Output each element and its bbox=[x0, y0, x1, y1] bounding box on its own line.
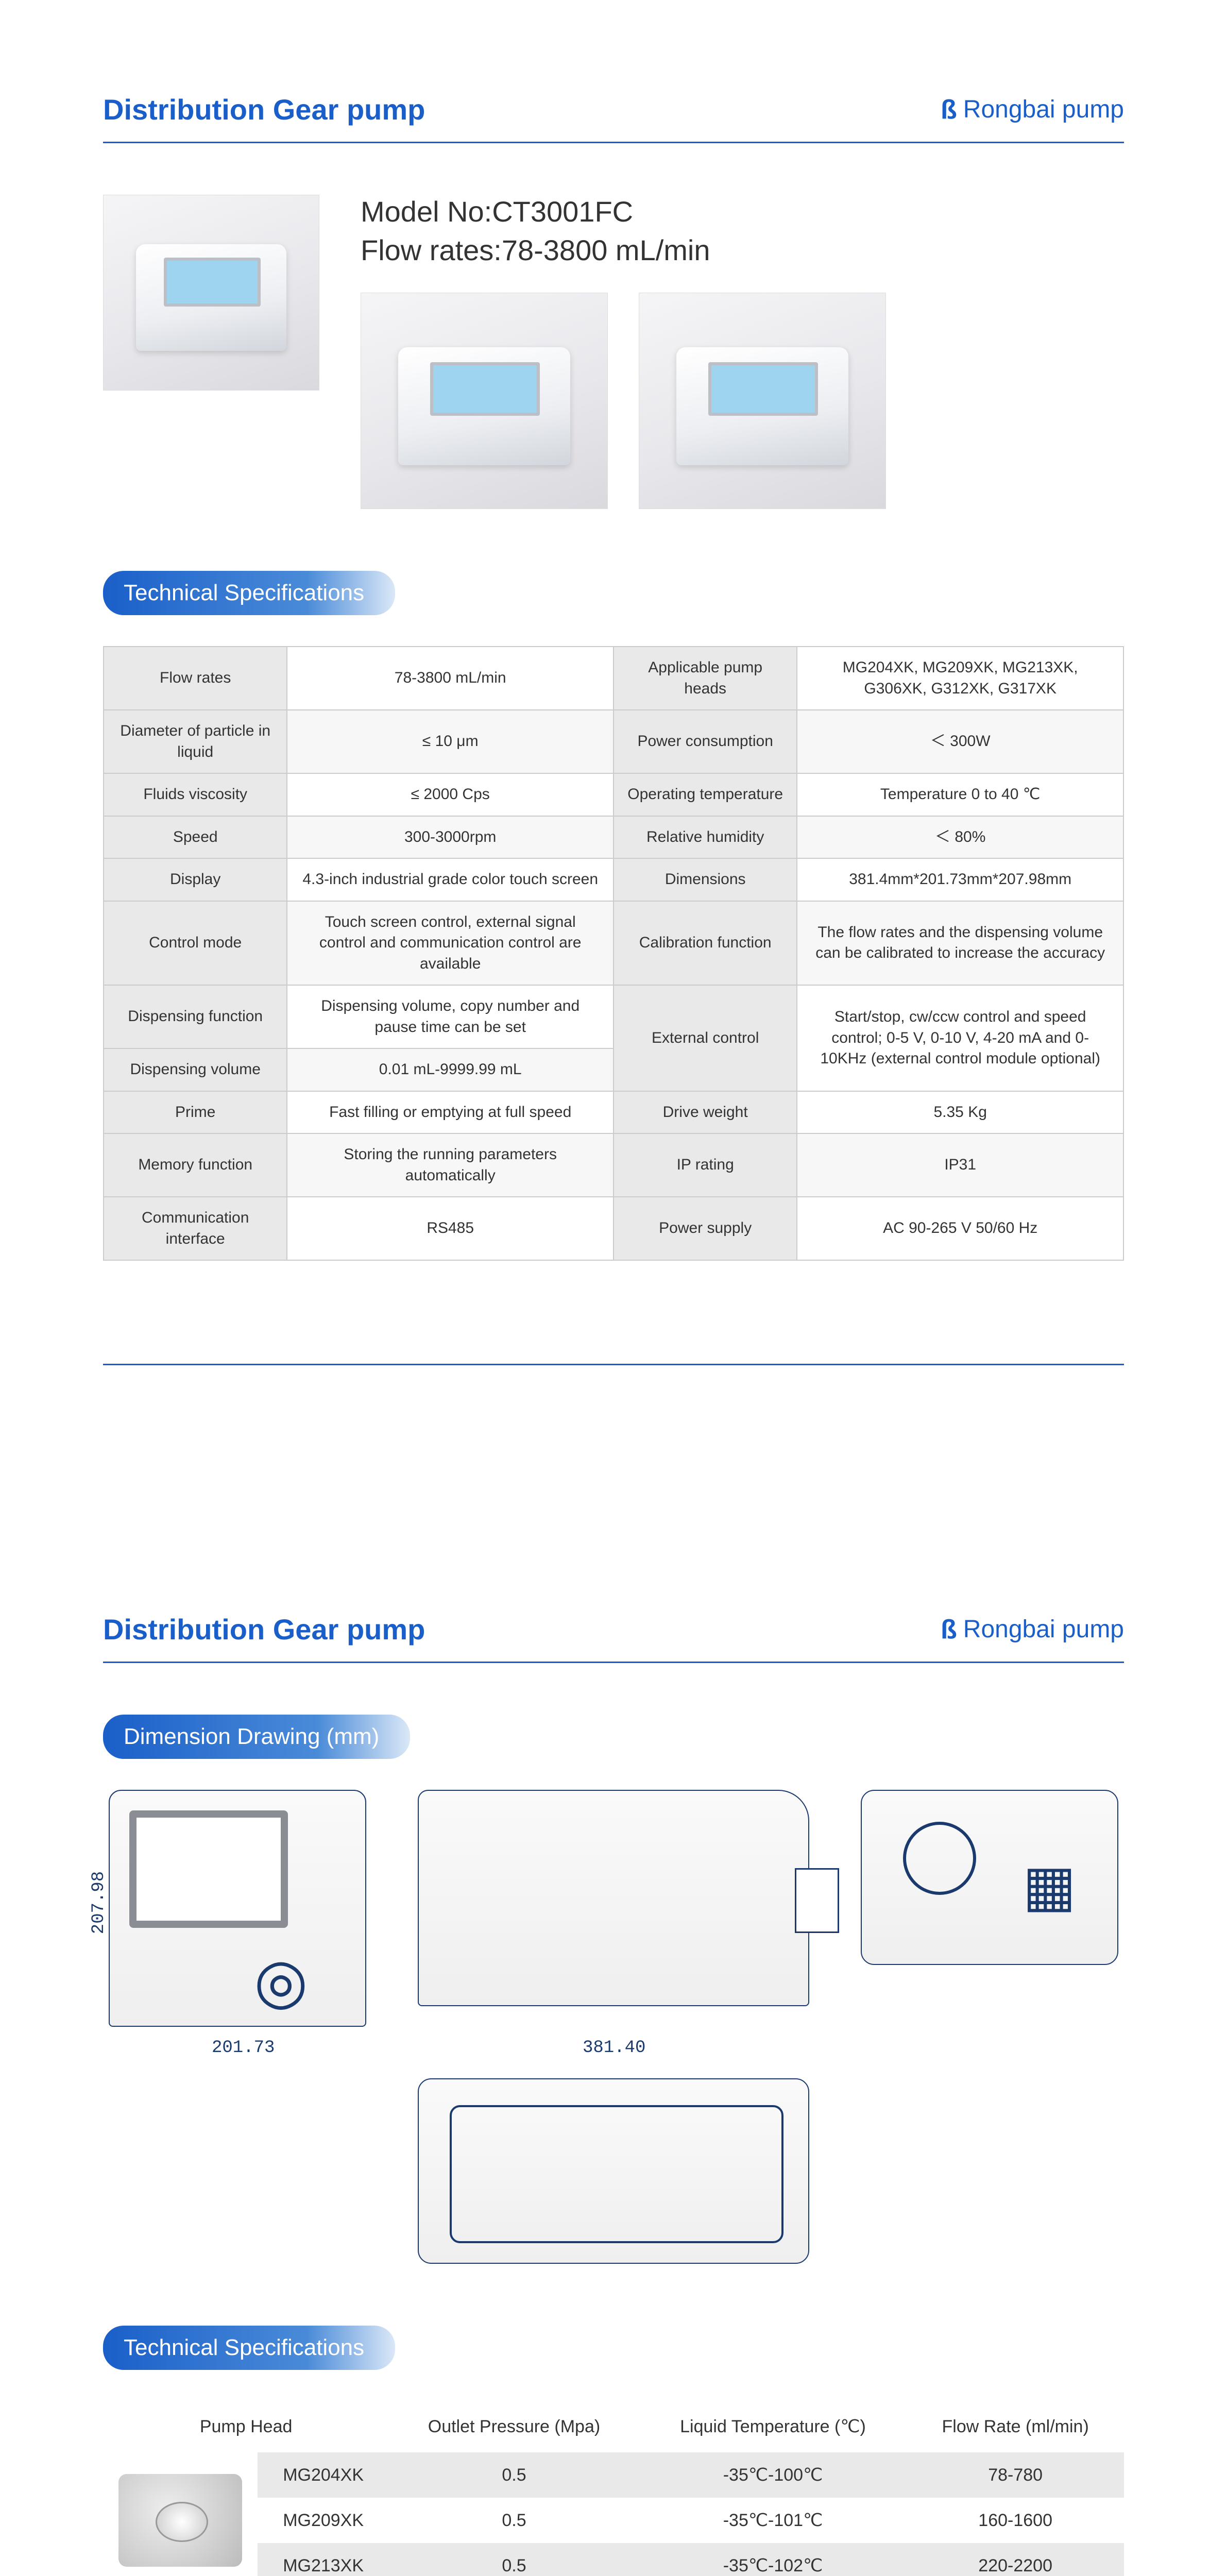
spec-value: 78-3800 mL/min bbox=[287, 647, 614, 710]
spec-label: Control mode bbox=[104, 901, 287, 986]
spec-value: The flow rates and the dispensing volume… bbox=[797, 901, 1123, 986]
page-header: Distribution Gear pump ß Rongbai pump bbox=[103, 93, 1124, 126]
spec-label: Calibration function bbox=[614, 901, 797, 986]
divider-2 bbox=[103, 1662, 1124, 1663]
spec-label: IP rating bbox=[614, 1133, 797, 1197]
spec-value: 300-3000rpm bbox=[287, 816, 614, 859]
spec-label: Display bbox=[104, 858, 287, 901]
dim-width: 201.73 bbox=[212, 2038, 275, 2058]
page-1: Distribution Gear pump ß Rongbai pump Mo… bbox=[0, 0, 1227, 1520]
dim-front-view bbox=[109, 1790, 366, 2027]
spec-label: Flow rates bbox=[104, 647, 287, 710]
pump-table-cell: MG204XK bbox=[258, 2452, 389, 2498]
spec-label: Operating temperature bbox=[614, 773, 797, 816]
brand-2: ß Rongbai pump bbox=[941, 1614, 1124, 1645]
spec-label: Diameter of particle in liquid bbox=[104, 710, 287, 773]
spec-value: IP31 bbox=[797, 1133, 1123, 1197]
pump-table-cell: MG209XK bbox=[258, 2498, 389, 2543]
pump-table-cell: 220-2200 bbox=[907, 2543, 1124, 2576]
spec-value: 381.4mm*201.73mm*207.98mm bbox=[797, 858, 1123, 901]
spec-value: Storing the running parameters automatic… bbox=[287, 1133, 614, 1197]
spec-value: ≤ 2000 Cps bbox=[287, 773, 614, 816]
dim-side-wrap: 381.40 bbox=[418, 1790, 809, 2027]
page-title: Distribution Gear pump bbox=[103, 93, 425, 126]
pump-table-cell: -35℃-100℃ bbox=[639, 2452, 907, 2498]
brand: ß Rongbai pump bbox=[941, 94, 1124, 125]
model-number: Model No:CT3001FC bbox=[361, 195, 1124, 228]
dim-top2-wrap bbox=[418, 2078, 809, 2264]
product-row: Model No:CT3001FC Flow rates:78-3800 mL/… bbox=[103, 195, 1124, 509]
spec-value: Start/stop, cw/ccw control and speed con… bbox=[797, 985, 1123, 1091]
pump-table-cell: 0.5 bbox=[389, 2452, 639, 2498]
spec-value: RS485 bbox=[287, 1197, 614, 1260]
pump-head-image bbox=[103, 2452, 258, 2576]
pump-table-cell: -35℃-101℃ bbox=[639, 2498, 907, 2543]
dimension-drawings: 207.98 201.73 381.40 bbox=[103, 1790, 1124, 2264]
spec-value: 0.01 mL-9999.99 mL bbox=[287, 1048, 614, 1091]
spec-label: Prime bbox=[104, 1091, 287, 1134]
flow-rates-label: Flow rates:78-3800 mL/min bbox=[361, 233, 1124, 267]
pump-table-header: Outlet Pressure (Mpa) bbox=[389, 2401, 639, 2452]
pump-table-header: Liquid Temperature (℃) bbox=[639, 2401, 907, 2452]
spec-value: ＜ 300W bbox=[797, 710, 1123, 773]
page-2: Distribution Gear pump ß Rongbai pump Di… bbox=[0, 1520, 1227, 2576]
dim-height: 207.98 bbox=[89, 1871, 109, 1934]
spec-label: Communication interface bbox=[104, 1197, 287, 1260]
brand-name-2: Rongbai pump bbox=[963, 1615, 1124, 1643]
page-header-2: Distribution Gear pump ß Rongbai pump bbox=[103, 1613, 1124, 1646]
pump-table-cell: 0.5 bbox=[389, 2498, 639, 2543]
spec-label: External control bbox=[614, 985, 797, 1091]
spec-value: Dispensing volume, copy number and pause… bbox=[287, 985, 614, 1048]
spec-label: Applicable pump heads bbox=[614, 647, 797, 710]
product-image-main bbox=[103, 195, 319, 391]
spec-value: MG204XK, MG209XK, MG213XK, G306XK, G312X… bbox=[797, 647, 1123, 710]
spec-label: Fluids viscosity bbox=[104, 773, 287, 816]
pump-head-table: Pump HeadOutlet Pressure (Mpa)Liquid Tem… bbox=[103, 2401, 1124, 2576]
pump-table-cell: 160-1600 bbox=[907, 2498, 1124, 2543]
divider bbox=[103, 142, 1124, 143]
section-title-specs-2: Technical Specifications bbox=[103, 2326, 395, 2370]
spec-label: Drive weight bbox=[614, 1091, 797, 1134]
dim-top1-wrap bbox=[861, 1790, 1118, 2027]
spec-label: Speed bbox=[104, 816, 287, 859]
page-title-2: Distribution Gear pump bbox=[103, 1613, 425, 1646]
dim-side-view bbox=[418, 1790, 809, 2006]
dim-front-wrap: 207.98 201.73 bbox=[109, 1790, 366, 2027]
brand-name: Rongbai pump bbox=[963, 95, 1124, 124]
dim-top-view-1 bbox=[861, 1790, 1118, 1965]
spec-label: Memory function bbox=[104, 1133, 287, 1197]
spec-label: Dispensing volume bbox=[104, 1048, 287, 1091]
spec-value: ≤ 10 μm bbox=[287, 710, 614, 773]
pump-table-header: Flow Rate (ml/min) bbox=[907, 2401, 1124, 2452]
dim-length: 381.40 bbox=[583, 2038, 645, 2058]
spec-label: Dispensing function bbox=[104, 985, 287, 1048]
spec-value: Fast filling or emptying at full speed bbox=[287, 1091, 614, 1134]
product-image-angle bbox=[639, 293, 886, 509]
spec-label: Power supply bbox=[614, 1197, 797, 1260]
sub-images bbox=[361, 293, 1124, 509]
product-info: Model No:CT3001FC Flow rates:78-3800 mL/… bbox=[361, 195, 1124, 509]
spec-value: Touch screen control, external signal co… bbox=[287, 901, 614, 986]
divider-bottom bbox=[103, 1364, 1124, 1365]
pump-table-cell: 0.5 bbox=[389, 2543, 639, 2576]
spec-label: Relative humidity bbox=[614, 816, 797, 859]
spec-value: Temperature 0 to 40 ℃ bbox=[797, 773, 1123, 816]
spec-value: 5.35 Kg bbox=[797, 1091, 1123, 1134]
pump-table-cell: MG213XK bbox=[258, 2543, 389, 2576]
spec-value: 4.3-inch industrial grade color touch sc… bbox=[287, 858, 614, 901]
brand-icon: ß bbox=[941, 1614, 957, 1645]
spec-value: ＜ 80% bbox=[797, 816, 1123, 859]
pump-table-cell: -35℃-102℃ bbox=[639, 2543, 907, 2576]
spec-label: Power consumption bbox=[614, 710, 797, 773]
section-title-specs: Technical Specifications bbox=[103, 571, 395, 615]
section-title-dimensions: Dimension Drawing (mm) bbox=[103, 1715, 410, 1759]
brand-icon: ß bbox=[941, 94, 957, 125]
spec-table: Flow rates78-3800 mL/minApplicable pump … bbox=[103, 646, 1124, 1261]
dim-top-view-2 bbox=[418, 2078, 809, 2264]
spec-value: AC 90-265 V 50/60 Hz bbox=[797, 1197, 1123, 1260]
spec-label: Dimensions bbox=[614, 858, 797, 901]
pump-table-cell: 78-780 bbox=[907, 2452, 1124, 2498]
pump-table-header: Pump Head bbox=[103, 2401, 389, 2452]
product-image-front bbox=[361, 293, 608, 509]
